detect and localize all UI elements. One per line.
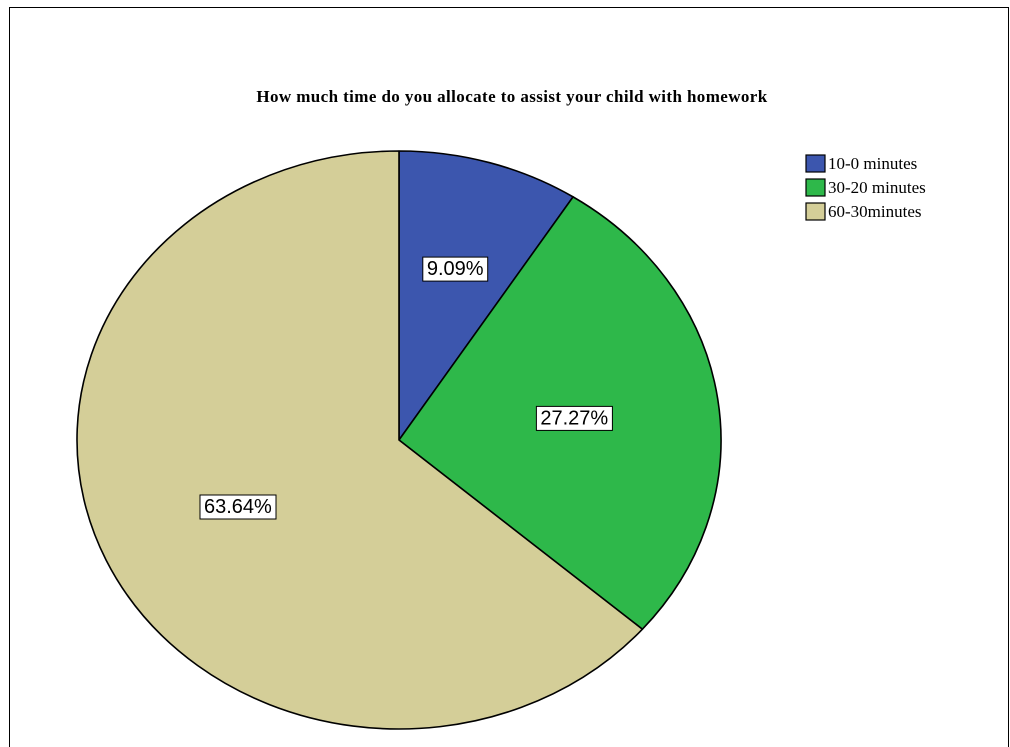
legend-item-2: 30-20 minutes <box>805 178 926 197</box>
legend-swatch <box>805 202 826 221</box>
data-label-text: 63.64% <box>204 496 272 518</box>
legend-label: 10-0 minutes <box>828 154 917 173</box>
data-label-1: 9.09% <box>422 256 489 282</box>
legend: 10-0 minutes 30-20 minutes 60-30minutes <box>805 154 926 221</box>
pie-data-labels: 9.09% 27.27% 63.64% <box>199 256 613 520</box>
pie-slice-3 <box>76 150 644 730</box>
data-label-box <box>422 256 489 282</box>
data-label-box <box>535 405 613 431</box>
data-label-2: 27.27% <box>535 405 613 431</box>
data-label-text: 9.09% <box>427 258 484 280</box>
pie-slices <box>76 150 722 730</box>
legend-swatch <box>805 178 826 197</box>
chart-title: How much time do you allocate to assist … <box>256 87 767 106</box>
legend-swatch <box>805 154 826 173</box>
legend-label: 60-30minutes <box>828 202 922 221</box>
legend-item-3: 60-30minutes <box>805 202 922 221</box>
pie-slice-1 <box>398 150 574 441</box>
data-label-3: 63.64% <box>199 494 277 520</box>
legend-item-1: 10-0 minutes <box>805 154 917 173</box>
data-label-box <box>199 494 277 520</box>
legend-label: 30-20 minutes <box>828 178 926 197</box>
data-label-text: 27.27% <box>540 407 608 429</box>
